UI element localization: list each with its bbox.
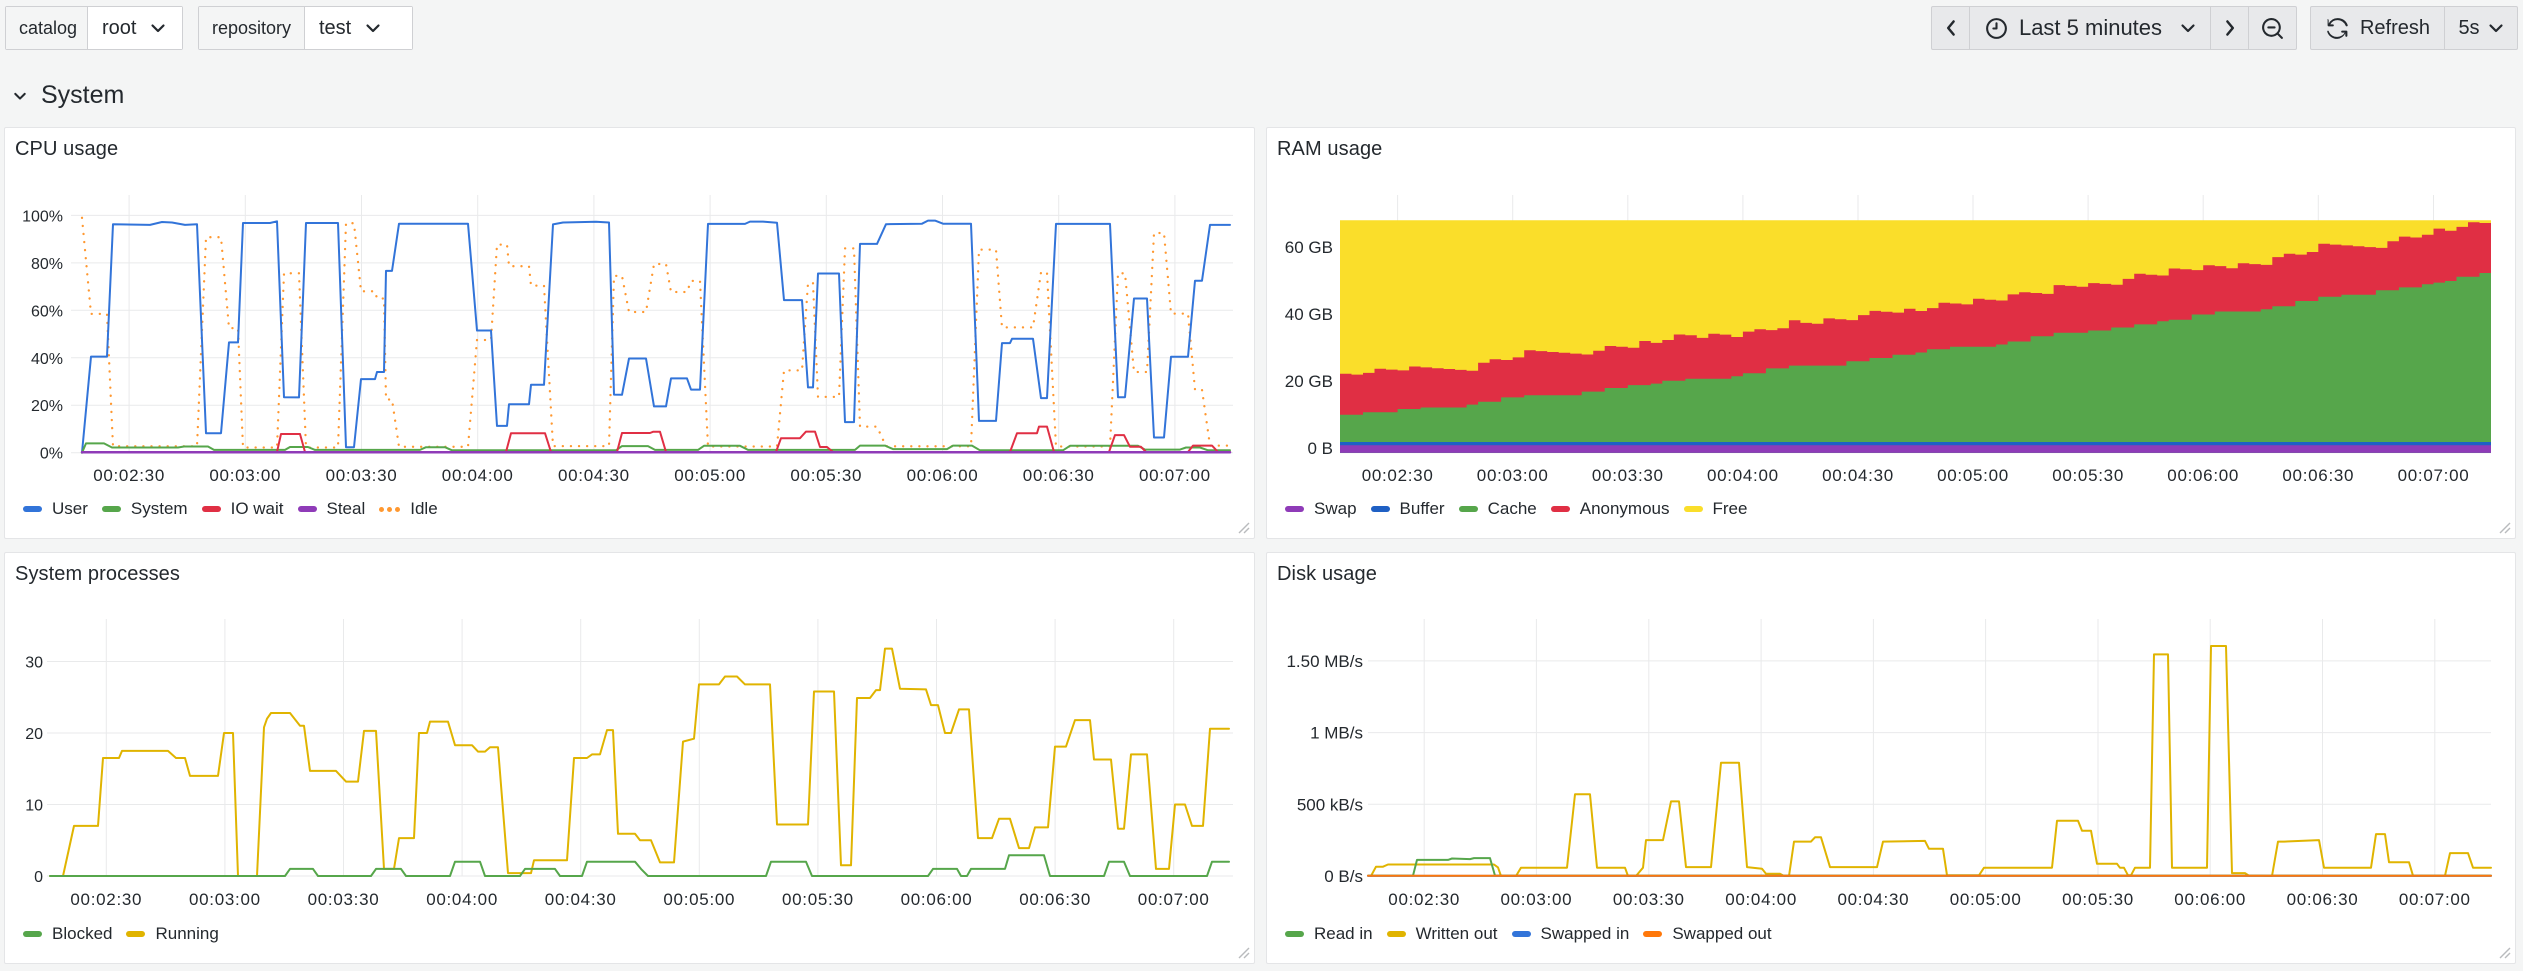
svg-text:00:06:00: 00:06:00 — [907, 466, 979, 485]
svg-text:100%: 100% — [22, 208, 63, 225]
svg-text:00:06:00: 00:06:00 — [2167, 466, 2239, 485]
svg-text:00:07:00: 00:07:00 — [1139, 466, 1211, 485]
svg-text:00:03:00: 00:03:00 — [189, 890, 261, 909]
svg-text:00:03:30: 00:03:30 — [326, 466, 398, 485]
svg-text:0%: 0% — [40, 446, 63, 463]
svg-text:30: 30 — [25, 655, 43, 672]
svg-text:00:05:00: 00:05:00 — [1937, 466, 2009, 485]
svg-text:00:04:30: 00:04:30 — [1838, 890, 1910, 909]
svg-text:00:06:00: 00:06:00 — [901, 890, 973, 909]
svg-text:00:03:30: 00:03:30 — [1592, 466, 1664, 485]
svg-text:1.50 MB/s: 1.50 MB/s — [1286, 652, 1363, 671]
svg-text:60%: 60% — [31, 303, 63, 320]
svg-text:00:06:30: 00:06:30 — [1019, 890, 1091, 909]
svg-text:00:03:00: 00:03:00 — [209, 466, 281, 485]
svg-text:00:03:00: 00:03:00 — [1477, 466, 1549, 485]
svg-text:500 kB/s: 500 kB/s — [1297, 795, 1363, 814]
svg-text:00:06:30: 00:06:30 — [1023, 466, 1095, 485]
svg-text:40 GB: 40 GB — [1285, 305, 1333, 324]
svg-text:00:02:30: 00:02:30 — [70, 890, 142, 909]
svg-text:00:06:30: 00:06:30 — [2287, 890, 2359, 909]
svg-text:00:05:00: 00:05:00 — [1950, 890, 2022, 909]
svg-text:00:06:00: 00:06:00 — [2174, 890, 2246, 909]
svg-text:20 GB: 20 GB — [1285, 372, 1333, 391]
svg-text:00:04:00: 00:04:00 — [426, 890, 498, 909]
svg-text:00:06:30: 00:06:30 — [2282, 466, 2354, 485]
svg-text:40%: 40% — [31, 351, 63, 368]
svg-text:00:04:00: 00:04:00 — [442, 466, 514, 485]
svg-text:00:05:00: 00:05:00 — [663, 890, 735, 909]
svg-text:0 B/s: 0 B/s — [1324, 867, 1363, 886]
svg-text:20: 20 — [25, 726, 43, 743]
svg-text:80%: 80% — [31, 256, 63, 273]
svg-text:00:03:00: 00:03:00 — [1501, 890, 1573, 909]
svg-text:10: 10 — [25, 798, 43, 815]
svg-text:00:05:30: 00:05:30 — [790, 466, 862, 485]
svg-text:00:04:00: 00:04:00 — [1707, 466, 1779, 485]
svg-text:00:04:30: 00:04:30 — [558, 466, 630, 485]
svg-text:00:05:30: 00:05:30 — [2052, 466, 2124, 485]
svg-text:00:05:30: 00:05:30 — [2062, 890, 2134, 909]
svg-text:00:03:30: 00:03:30 — [308, 890, 380, 909]
svg-text:00:05:00: 00:05:00 — [674, 466, 746, 485]
svg-text:00:07:00: 00:07:00 — [1138, 890, 1210, 909]
svg-text:60 GB: 60 GB — [1285, 238, 1333, 257]
svg-text:00:04:00: 00:04:00 — [1725, 890, 1797, 909]
svg-text:00:04:30: 00:04:30 — [1822, 466, 1894, 485]
svg-text:1 MB/s: 1 MB/s — [1310, 724, 1363, 743]
svg-text:0: 0 — [34, 869, 43, 886]
svg-text:00:07:00: 00:07:00 — [2399, 890, 2471, 909]
svg-text:00:02:30: 00:02:30 — [1388, 890, 1460, 909]
svg-text:00:04:30: 00:04:30 — [545, 890, 617, 909]
svg-text:00:02:30: 00:02:30 — [93, 466, 165, 485]
svg-text:00:05:30: 00:05:30 — [782, 890, 854, 909]
svg-text:00:03:30: 00:03:30 — [1613, 890, 1685, 909]
svg-text:0 B: 0 B — [1307, 439, 1333, 458]
svg-text:00:07:00: 00:07:00 — [2398, 466, 2470, 485]
svg-text:00:02:30: 00:02:30 — [1362, 466, 1434, 485]
svg-text:20%: 20% — [31, 398, 63, 415]
